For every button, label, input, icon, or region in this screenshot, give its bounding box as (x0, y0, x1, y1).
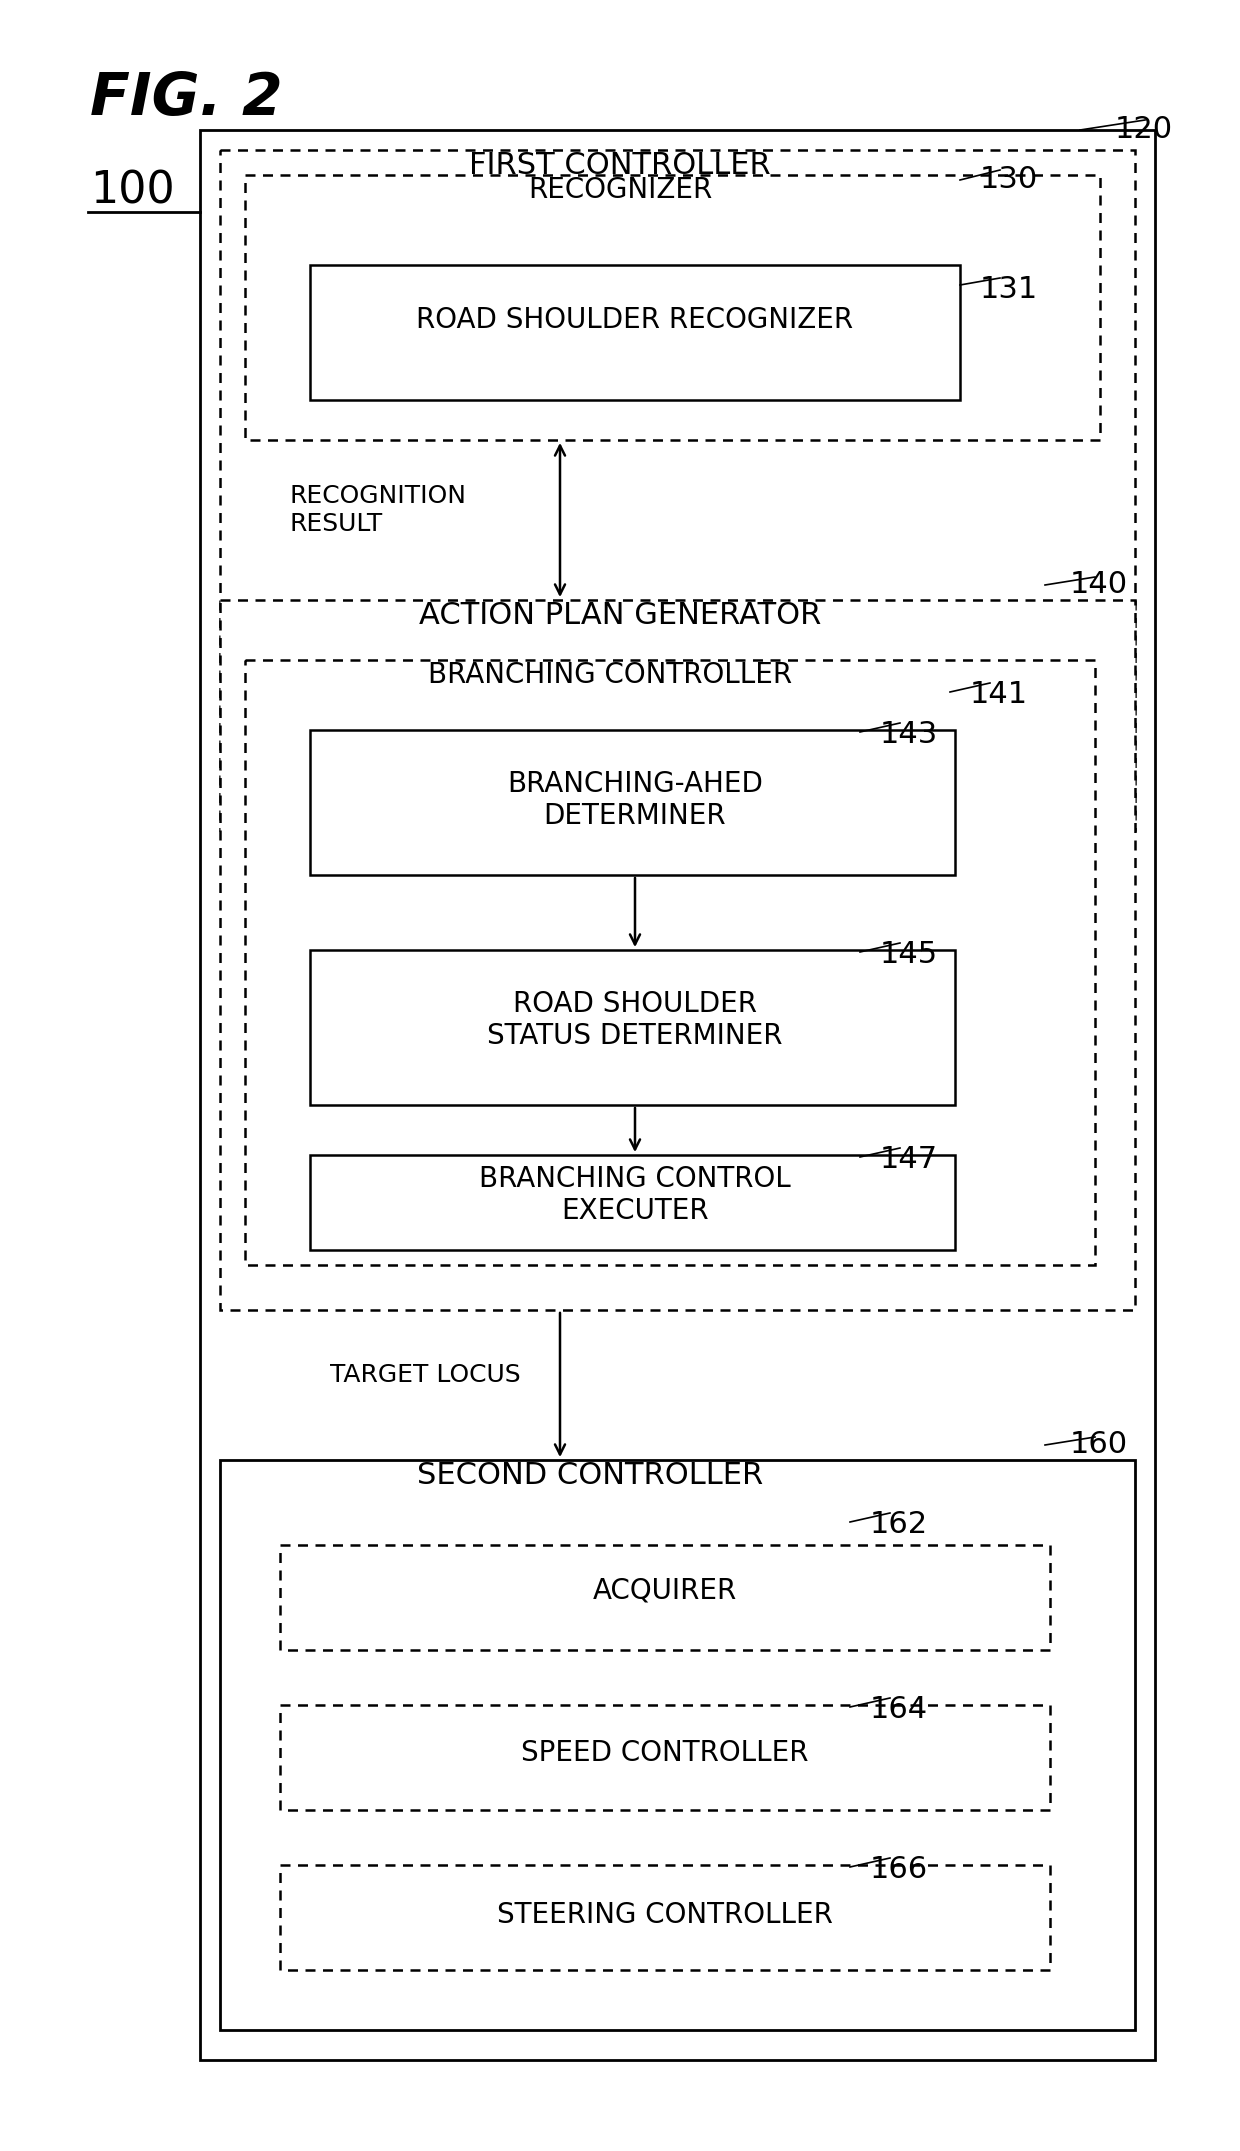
Text: FIG. 2: FIG. 2 (91, 71, 283, 127)
Bar (280, 1706, 1050, 1809)
Bar (310, 729, 955, 875)
Text: SECOND CONTROLLER: SECOND CONTROLLER (417, 1461, 763, 1488)
Bar (219, 151, 1135, 830)
Text: 100: 100 (91, 170, 175, 213)
Text: 143: 143 (880, 721, 939, 749)
Text: BRANCHING CONTROLLER: BRANCHING CONTROLLER (428, 660, 792, 688)
Text: 130: 130 (980, 166, 1038, 194)
Text: 140: 140 (1070, 570, 1128, 598)
Bar (280, 1865, 1050, 1970)
Text: STEERING CONTROLLER: STEERING CONTROLLER (497, 1901, 833, 1929)
Text: 145: 145 (880, 940, 939, 968)
Bar (280, 1544, 1050, 1650)
Text: 147: 147 (880, 1144, 939, 1174)
Bar (310, 951, 955, 1106)
Text: FIRST CONTROLLER: FIRST CONTROLLER (469, 151, 771, 179)
Text: RECOGNIZER: RECOGNIZER (528, 176, 712, 204)
Text: 160: 160 (1070, 1430, 1128, 1458)
Text: 164: 164 (870, 1695, 928, 1723)
Bar (310, 265, 960, 400)
Text: ROAD SHOULDER RECOGNIZER: ROAD SHOULDER RECOGNIZER (417, 305, 853, 333)
Text: 131: 131 (980, 275, 1038, 303)
Bar (246, 660, 1095, 1265)
Text: SPEED CONTROLLER: SPEED CONTROLLER (521, 1738, 808, 1766)
Text: RECOGNITION
RESULT: RECOGNITION RESULT (290, 484, 467, 536)
Text: TARGET LOCUS: TARGET LOCUS (330, 1364, 521, 1387)
Bar (200, 129, 1154, 2061)
Text: 141: 141 (970, 680, 1028, 710)
Text: BRANCHING-AHED
DETERMINER: BRANCHING-AHED DETERMINER (507, 770, 763, 830)
Bar (219, 600, 1135, 1310)
Text: 162: 162 (870, 1510, 928, 1538)
Text: 120: 120 (1115, 114, 1173, 144)
Text: BRANCHING CONTROL
EXECUTER: BRANCHING CONTROL EXECUTER (479, 1166, 791, 1226)
Text: ROAD SHOULDER
STATUS DETERMINER: ROAD SHOULDER STATUS DETERMINER (487, 989, 782, 1050)
Bar (310, 1155, 955, 1250)
Text: ACQUIRER: ACQUIRER (593, 1577, 737, 1605)
Bar (219, 1461, 1135, 2031)
Text: 166: 166 (870, 1854, 928, 1884)
Text: ACTION PLAN GENERATOR: ACTION PLAN GENERATOR (419, 600, 821, 630)
Bar (246, 174, 1100, 441)
